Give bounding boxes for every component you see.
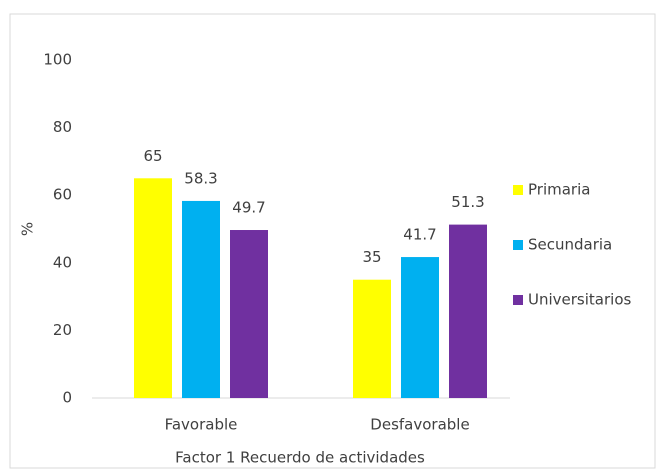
legend-swatch [513, 185, 523, 195]
y-tick-label: 20 [53, 321, 72, 339]
chart-border [9, 13, 656, 469]
y-tick-label: 80 [53, 118, 72, 136]
legend-label: Primaria [528, 181, 590, 199]
legend-label: Universitarios [528, 291, 631, 309]
data-label: 49.7 [232, 199, 265, 217]
y-tick-label: 0 [62, 389, 72, 407]
y-axis-title: % [19, 222, 37, 236]
bar [134, 178, 172, 398]
x-tick-label: Favorable [165, 416, 238, 434]
data-label: 35 [362, 248, 381, 266]
bar [401, 257, 439, 398]
x-tick-label: Desfavorable [370, 416, 469, 434]
legend-swatch [513, 295, 523, 305]
bar [230, 230, 268, 398]
y-tick-label: 60 [53, 186, 72, 204]
bar [353, 279, 391, 398]
data-label: 58.3 [184, 169, 217, 187]
y-tick-label: 40 [53, 253, 72, 271]
legend-swatch [513, 240, 523, 250]
x-axis-title: Factor 1 Recuerdo de actividades [175, 449, 425, 467]
bar [449, 224, 487, 398]
y-tick-label: 100 [43, 51, 72, 69]
legend-label: Secundaria [528, 236, 612, 254]
bar [182, 200, 220, 398]
data-label: 51.3 [451, 193, 484, 211]
data-label: 41.7 [403, 226, 436, 244]
data-label: 65 [143, 147, 162, 165]
